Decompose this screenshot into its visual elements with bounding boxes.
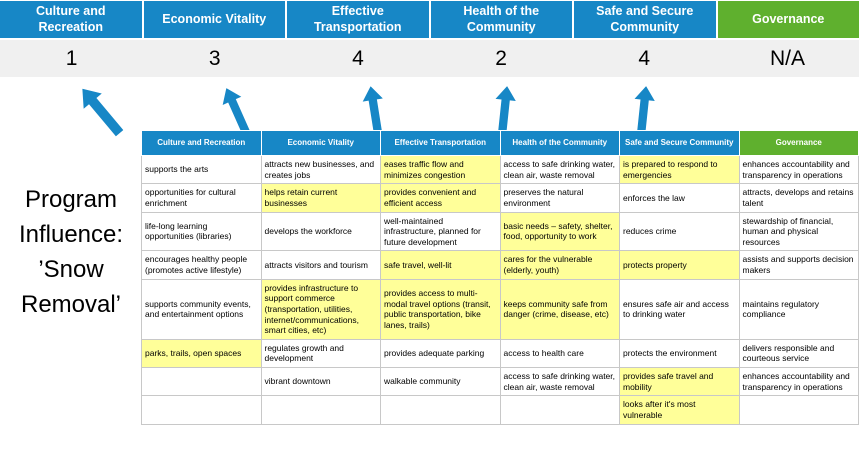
matrix-cell: life-long learning opportunities (librar…	[141, 211, 262, 252]
matrix-cell: attracts new businesses, and creates job…	[260, 154, 381, 185]
matrix-cell	[141, 395, 262, 425]
arrow-up-icon	[82, 88, 124, 137]
score-safe-secure: 4	[638, 46, 651, 70]
matrix-cell: supports the arts	[141, 154, 262, 185]
program-label-line: Program	[24, 186, 118, 213]
matrix-cell: delivers responsible and courteous servi…	[738, 338, 859, 369]
banner-cell-effective-transportation: Effective Transportation	[287, 1, 429, 38]
matrix-cell: stewardship of financial, human and phys…	[738, 211, 859, 252]
matrix-cell: safe travel, well-lit	[380, 250, 501, 280]
score-effective-transportation: 4	[352, 46, 364, 70]
matrix-cell: well-maintained infrastructure, planned …	[380, 211, 501, 252]
matrix-cell: vibrant downtown	[260, 366, 381, 397]
matrix-cell: supports community events, and entertain…	[141, 278, 262, 340]
matrix-cell: keeps community safe from danger (crime,…	[499, 278, 620, 340]
score-culture-recreation: 1	[65, 46, 78, 70]
influence-matrix: Culture and Recreation Economic Vitality E…	[141, 130, 859, 425]
matrix-cell	[499, 395, 620, 425]
matrix-cell: encourages healthy people (promotes acti…	[141, 250, 262, 280]
matrix-cell: parks, trails, open spaces	[141, 338, 262, 369]
banner-cell-economic-vitality: Economic Vitality	[143, 1, 285, 38]
matrix-header-cell: Governance	[738, 130, 859, 156]
matrix-cell: provides convenient and efficient access	[380, 183, 501, 213]
matrix-cell: access to safe drinking water, clean air…	[499, 366, 620, 397]
matrix-cell: enhances accountability and transparency…	[738, 154, 859, 185]
program-influence-label: Program Influence: ’Snow Removal’	[2, 182, 140, 322]
program-label-line: Removal’	[20, 291, 122, 318]
matrix-cell: provides safe travel and mobility	[619, 366, 740, 397]
matrix-header-cell: Effective Transportation	[380, 130, 501, 156]
banner-cell-safe-secure: Safe and Secure Community	[574, 1, 716, 38]
matrix-row: looks after it's most vulnerable	[141, 395, 859, 425]
matrix-row: life-long learning opportunities (librar…	[141, 211, 859, 252]
score-economic-vitality: 3	[208, 46, 221, 70]
matrix-row: vibrant downtown walkable community access…	[141, 366, 859, 397]
matrix-cell: ensures safe air and access to drinking …	[619, 278, 740, 340]
matrix-cell: regulates growth and development	[260, 338, 381, 369]
banner-cell-health-community: Health of the Community	[430, 1, 572, 38]
matrix-cell: provides adequate parking	[380, 338, 501, 369]
matrix-cell: walkable community	[380, 366, 501, 397]
matrix-header-cell: Safe and Secure Community	[619, 130, 740, 156]
matrix-cell: helps retain current businesses	[260, 183, 381, 213]
matrix-cell	[260, 395, 381, 425]
arrow-up-icon	[222, 88, 251, 136]
matrix-cell: access to health care	[499, 338, 620, 369]
matrix-cell: preserves the natural environment	[499, 183, 620, 213]
banner-cell-culture-recreation: Culture and Recreation	[0, 1, 142, 38]
matrix-row: encourages healthy people (promotes acti…	[141, 250, 859, 280]
matrix-cell: access to safe drinking water, clean air…	[499, 154, 620, 185]
matrix-cell: enhances accountability and transparency…	[738, 366, 859, 397]
matrix-cell	[380, 395, 501, 425]
matrix-cell: basic needs – safety, shelter, food, opp…	[499, 211, 620, 252]
matrix-cell: provides infrastructure to support comme…	[260, 278, 381, 340]
matrix-row: supports community events, and entertain…	[141, 278, 859, 340]
matrix-cell: assists and supports decision makers	[738, 250, 859, 280]
matrix-cell: cares for the vulnerable (elderly, youth…	[499, 250, 620, 280]
matrix-cell	[141, 366, 262, 397]
score-band: 1 3 4 2 4 N/A	[0, 40, 859, 77]
matrix-cell: is prepared to respond to emergencies	[619, 154, 740, 185]
score-governance: N/A	[769, 46, 805, 70]
arrow-up-icon	[495, 86, 516, 137]
matrix-cell: maintains regulatory compliance	[738, 278, 859, 340]
matrix-cell: enforces the law	[619, 183, 740, 213]
matrix-cell: attracts, develops and retains talent	[738, 183, 859, 213]
score-health-community: 2	[495, 46, 507, 70]
matrix-cell: reduces crime	[619, 211, 740, 252]
matrix-cell	[738, 395, 859, 425]
matrix-cell: looks after it's most vulnerable	[619, 395, 740, 425]
matrix-row: opportunities for cultural enrichment hel…	[141, 183, 859, 213]
program-label-line: Influence:	[18, 221, 124, 248]
matrix-header-row: Culture and Recreation Economic Vitality E…	[141, 130, 859, 156]
matrix-cell: protects the environment	[619, 338, 740, 369]
matrix-cell: provides access to multi-modal travel op…	[380, 278, 501, 340]
program-label-line: ’Snow	[38, 256, 104, 283]
matrix-cell: attracts visitors and tourism	[260, 250, 381, 280]
banner-cell-governance: Governance	[717, 1, 859, 38]
matrix-cell: eases traffic flow and minimizes congest…	[380, 154, 501, 185]
matrix-row: parks, trails, open spaces regulates grow…	[141, 338, 859, 369]
category-banner: Culture and Recreation Economic Vitality…	[0, 1, 859, 38]
matrix-header-cell: Health of the Community	[499, 130, 620, 156]
arrow-up-icon	[362, 86, 383, 137]
matrix-cell: protects property	[619, 250, 740, 280]
matrix-header-cell: Economic Vitality	[260, 130, 381, 156]
matrix-cell: opportunities for cultural enrichment	[141, 183, 262, 213]
matrix-row: supports the arts attracts new businesses…	[141, 154, 859, 185]
arrow-up-icon	[634, 86, 655, 137]
matrix-header-cell: Culture and Recreation	[141, 130, 262, 156]
matrix-cell: develops the workforce	[260, 211, 381, 252]
